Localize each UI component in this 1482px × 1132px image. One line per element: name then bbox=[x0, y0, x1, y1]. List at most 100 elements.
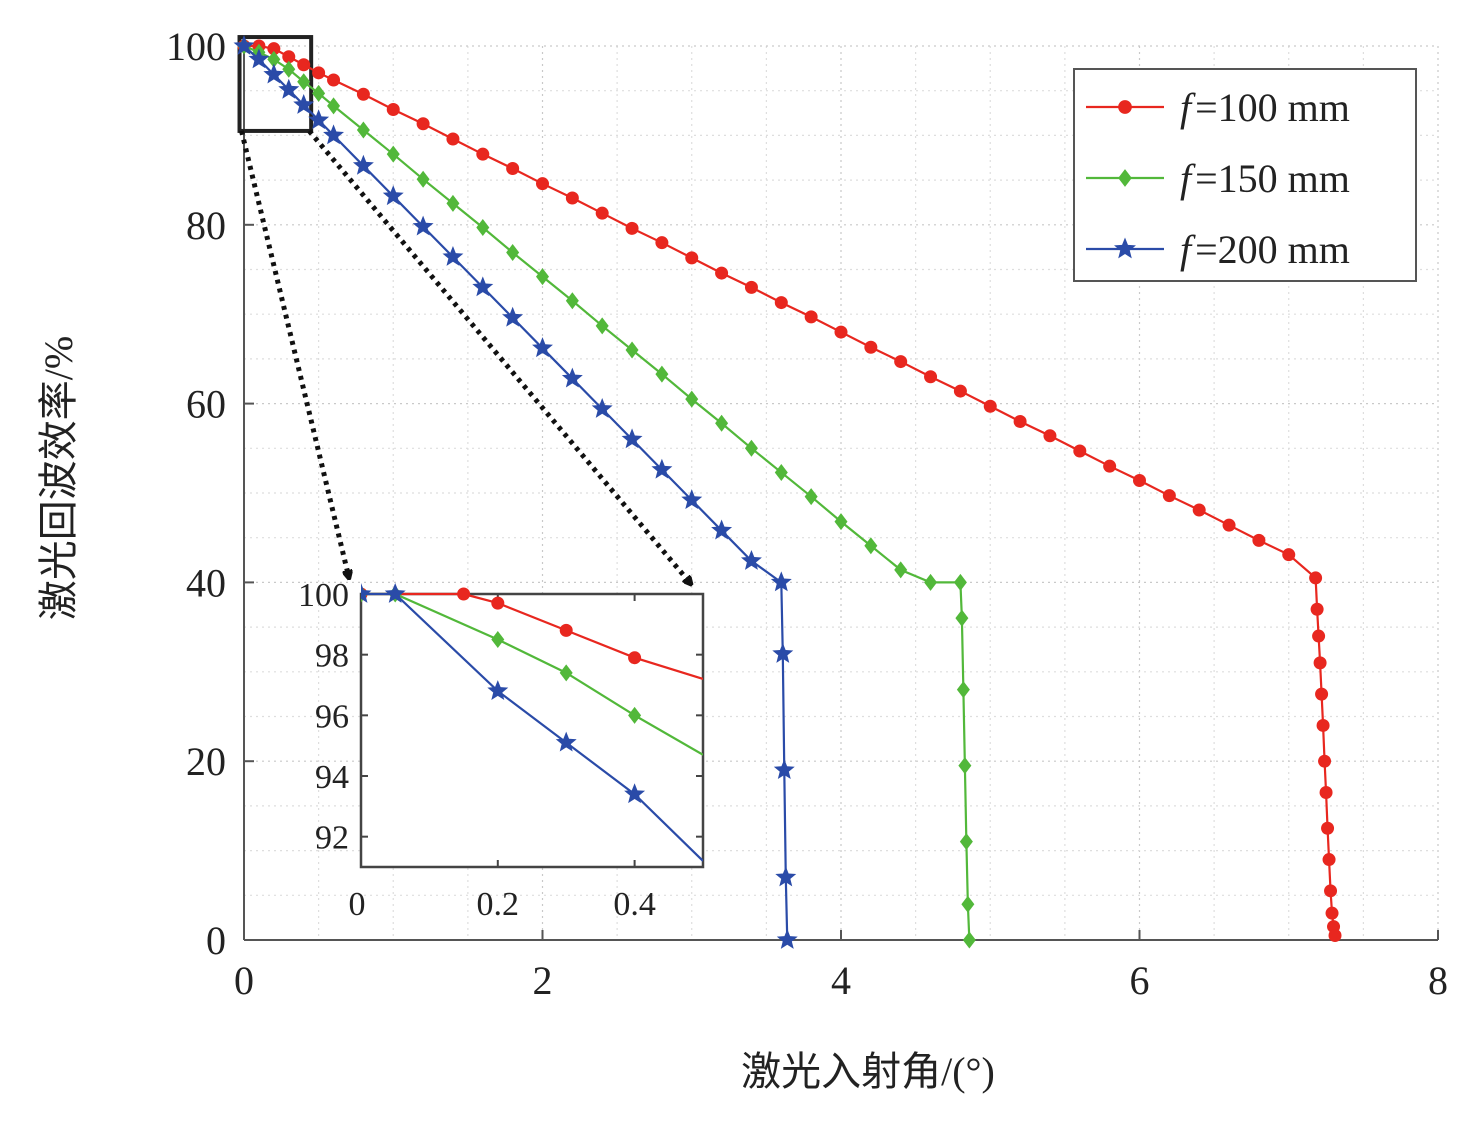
legend-item-2: f =150 mm bbox=[1086, 156, 1350, 201]
y-tick-label: 40 bbox=[186, 560, 226, 605]
data-point-circle bbox=[559, 623, 573, 637]
data-point-circle bbox=[267, 42, 281, 56]
data-point-diamond bbox=[955, 609, 969, 627]
data-point-diamond bbox=[685, 390, 699, 408]
inset-frame bbox=[359, 592, 705, 869]
data-point-circle bbox=[565, 191, 579, 205]
data-point-diamond bbox=[804, 488, 818, 506]
data-point-diamond bbox=[386, 145, 400, 163]
legend-item-1: f =100 mm bbox=[1086, 85, 1350, 130]
data-point-diamond bbox=[628, 706, 642, 724]
data-point-diamond bbox=[959, 833, 973, 851]
data-point-circle bbox=[685, 251, 699, 265]
data-point-circle bbox=[1252, 533, 1266, 547]
legend-label: f =150 mm bbox=[1180, 156, 1350, 201]
inset-y-tick-label: 94 bbox=[315, 759, 349, 796]
inset-y-tick-label: 100 bbox=[298, 577, 349, 614]
data-point-circle bbox=[297, 58, 311, 72]
inset-series-layer bbox=[361, 583, 703, 862]
data-point-diamond bbox=[327, 97, 341, 115]
data-point-circle bbox=[1321, 821, 1335, 835]
data-point-diamond bbox=[1118, 169, 1132, 187]
data-point-circle bbox=[628, 651, 642, 665]
data-point-star bbox=[1114, 237, 1136, 259]
data-point-circle bbox=[327, 73, 341, 87]
data-point-diamond bbox=[834, 513, 848, 531]
data-point-circle bbox=[1282, 548, 1296, 562]
legend-label: f =100 mm bbox=[1180, 85, 1350, 130]
data-point-diamond bbox=[864, 537, 878, 555]
legend: f =100 mm f =150 mm f =200 mm bbox=[1073, 68, 1417, 282]
data-point-circle bbox=[506, 161, 520, 175]
inset-x-tick-label: 0 bbox=[349, 886, 366, 923]
data-point-diamond bbox=[356, 121, 370, 139]
series-1 bbox=[237, 39, 1342, 943]
data-point-circle bbox=[416, 117, 430, 131]
data-point-star bbox=[651, 458, 673, 479]
data-point-diamond bbox=[962, 931, 976, 949]
data-point-circle bbox=[744, 280, 758, 294]
y-tick-label: 0 bbox=[206, 918, 226, 963]
zoom-arrows bbox=[239, 129, 691, 584]
data-point-star bbox=[384, 583, 406, 603]
data-point-circle bbox=[356, 87, 370, 101]
inset-series-line bbox=[361, 592, 703, 680]
data-point-star bbox=[624, 783, 646, 804]
data-point-diamond bbox=[655, 365, 669, 383]
series-3 bbox=[233, 35, 798, 949]
data-point-circle bbox=[864, 340, 878, 354]
data-point-star bbox=[770, 571, 792, 592]
inset-y-tick-label: 92 bbox=[315, 820, 349, 857]
data-point-circle bbox=[1309, 571, 1323, 585]
data-point-diamond bbox=[312, 84, 326, 102]
data-point-circle bbox=[1118, 100, 1132, 114]
data-point-circle bbox=[1316, 718, 1330, 732]
zoom-arrow-right bbox=[307, 129, 691, 584]
inset-x-tick-label: 0.2 bbox=[477, 886, 520, 923]
data-point-circle bbox=[804, 310, 818, 324]
data-point-circle bbox=[983, 399, 997, 413]
data-point-circle bbox=[1325, 906, 1339, 920]
data-point-diamond bbox=[565, 292, 579, 310]
data-point-star bbox=[775, 866, 797, 887]
data-point-star bbox=[487, 680, 509, 700]
data-point-circle bbox=[715, 266, 729, 280]
inset-y-tick-label: 98 bbox=[315, 638, 349, 675]
inset-y-tick-label: 96 bbox=[315, 698, 349, 735]
data-point-circle bbox=[1133, 473, 1146, 487]
x-tick-label: 6 bbox=[1130, 958, 1150, 1003]
data-point-diamond bbox=[958, 757, 972, 775]
data-point-star bbox=[412, 215, 434, 236]
data-point-circle bbox=[282, 50, 296, 64]
data-point-star bbox=[361, 583, 372, 603]
data-point-star bbox=[293, 94, 315, 114]
data-point-diamond bbox=[953, 573, 967, 591]
data-point-circle bbox=[446, 132, 460, 146]
inset-series-3 bbox=[361, 583, 703, 862]
data-point-star bbox=[248, 48, 270, 69]
data-point-star bbox=[621, 428, 643, 449]
data-point-circle bbox=[1328, 929, 1342, 943]
data-point-diamond bbox=[267, 50, 281, 68]
data-point-circle bbox=[457, 587, 471, 601]
data-point-star bbox=[711, 519, 733, 540]
data-point-circle bbox=[1013, 414, 1027, 428]
data-point-circle bbox=[774, 296, 788, 310]
data-point-circle bbox=[655, 236, 669, 250]
data-point-circle bbox=[953, 384, 967, 398]
main-series-layer bbox=[233, 35, 1342, 949]
x-axis-title: 激光入射角/(°) bbox=[741, 1049, 995, 1094]
data-point-diamond bbox=[536, 268, 549, 286]
data-point-diamond bbox=[894, 561, 908, 579]
data-point-circle bbox=[1318, 754, 1332, 768]
data-point-star bbox=[472, 276, 494, 297]
zoom-arrow-left bbox=[239, 130, 349, 578]
data-point-diamond bbox=[715, 414, 729, 432]
data-point-diamond bbox=[625, 341, 639, 359]
legend-label-value: =100 mm bbox=[1195, 85, 1350, 130]
y-axis-title: 激光回波效率/% bbox=[36, 336, 81, 620]
x-tick-label: 8 bbox=[1428, 958, 1448, 1003]
data-point-star bbox=[772, 642, 794, 663]
data-point-diamond bbox=[595, 317, 609, 335]
